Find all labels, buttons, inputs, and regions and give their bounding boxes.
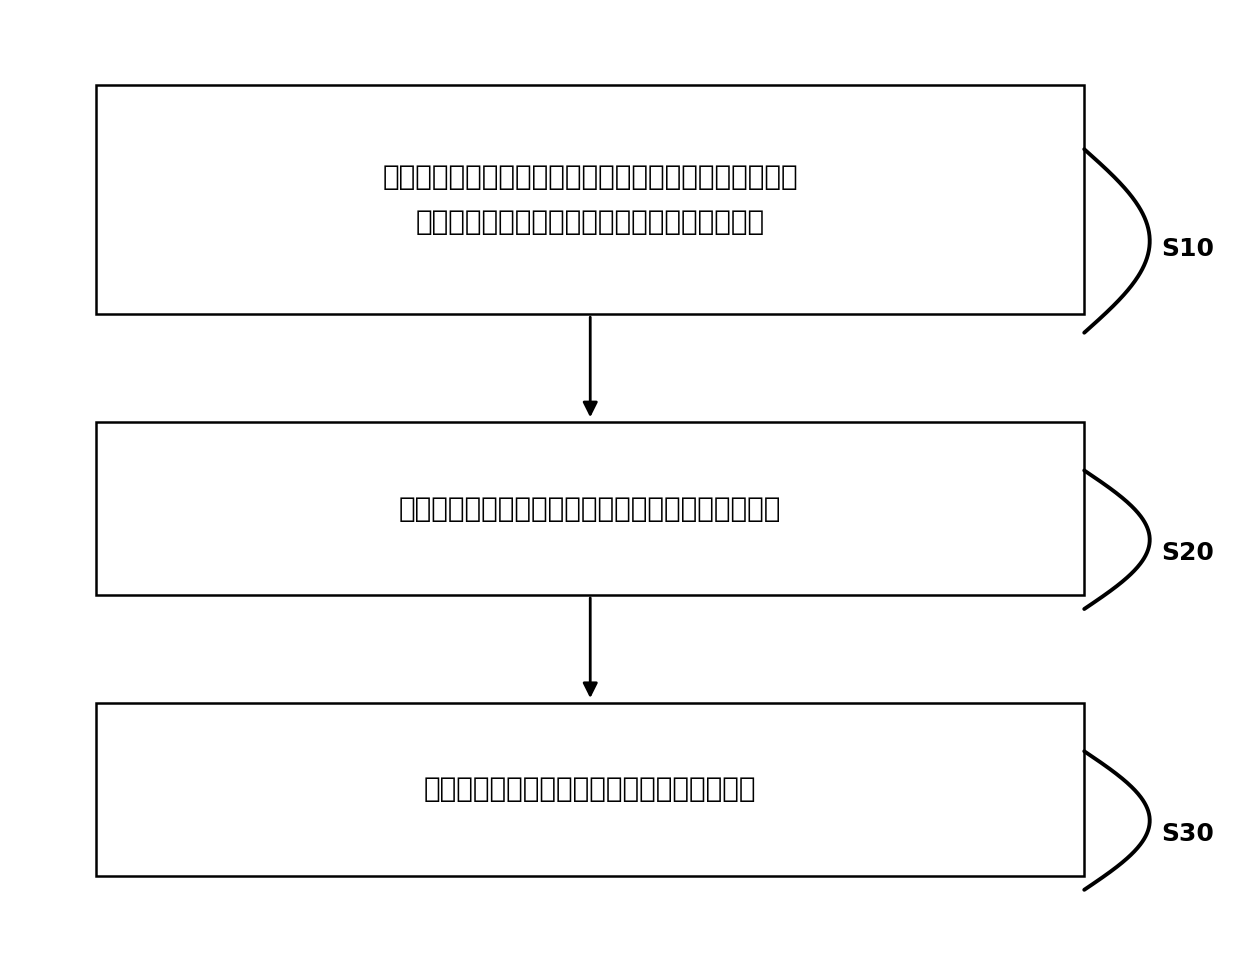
Text: S20: S20 bbox=[1162, 541, 1214, 565]
Text: 当气体通过气体通道的喉口时，分别测定气体通道的喉口
的上游的第一压力值以及喉口下游的第二压力值: 当气体通过气体通道的喉口时，分别测定气体通道的喉口 的上游的第一压力值以及喉口下… bbox=[382, 163, 799, 237]
FancyBboxPatch shape bbox=[97, 85, 1084, 314]
FancyBboxPatch shape bbox=[97, 422, 1084, 595]
Text: S30: S30 bbox=[1162, 822, 1214, 846]
FancyBboxPatch shape bbox=[97, 703, 1084, 876]
Text: 根据矫正流量值控制通过气体通道的气体流量: 根据矫正流量值控制通过气体通道的气体流量 bbox=[424, 775, 756, 803]
Text: S10: S10 bbox=[1162, 237, 1215, 261]
Text: 通过分析第一压力值和第二压力值，得出矫正流量值: 通过分析第一压力值和第二压力值，得出矫正流量值 bbox=[399, 494, 781, 523]
